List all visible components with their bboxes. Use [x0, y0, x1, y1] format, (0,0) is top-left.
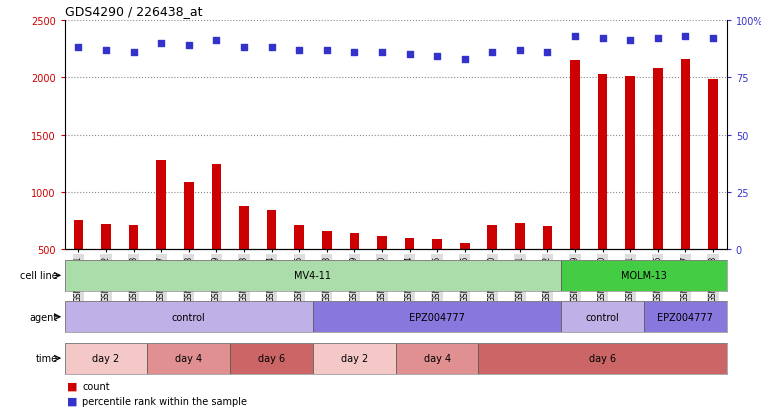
Bar: [680, 59, 690, 307]
Point: [597, 36, 609, 42]
Point: [680, 33, 692, 40]
Text: percentile rank within the sample: percentile rank within the sample: [82, 396, 247, 406]
Bar: [148, 343, 230, 374]
Text: ■: ■: [67, 396, 78, 406]
Text: ■: ■: [67, 381, 78, 391]
Text: day 6: day 6: [258, 353, 285, 363]
Bar: [74, 220, 83, 307]
Point: [376, 50, 388, 56]
Bar: [65, 260, 561, 291]
Point: [514, 47, 526, 54]
Point: [707, 36, 719, 42]
Text: time: time: [36, 353, 58, 363]
Bar: [230, 343, 313, 374]
Point: [266, 45, 278, 52]
Bar: [598, 74, 607, 307]
Point: [541, 50, 553, 56]
Bar: [561, 260, 727, 291]
Point: [403, 52, 416, 58]
Text: day 6: day 6: [589, 353, 616, 363]
Bar: [460, 243, 470, 307]
Text: MOLM-13: MOLM-13: [621, 271, 667, 281]
Bar: [377, 236, 387, 307]
Point: [651, 36, 664, 42]
Point: [320, 47, 333, 54]
Bar: [295, 226, 304, 307]
Point: [459, 56, 471, 63]
Text: MV4-11: MV4-11: [295, 271, 332, 281]
Point: [100, 47, 112, 54]
Bar: [65, 343, 148, 374]
Text: agent: agent: [30, 312, 58, 322]
Bar: [322, 232, 332, 307]
Bar: [212, 165, 221, 307]
Text: day 2: day 2: [92, 353, 119, 363]
Bar: [626, 77, 635, 307]
Bar: [267, 211, 276, 307]
Bar: [488, 226, 497, 307]
Bar: [479, 343, 727, 374]
Point: [183, 43, 195, 49]
Point: [210, 38, 222, 45]
Text: EPZ004777: EPZ004777: [658, 312, 713, 322]
Point: [238, 45, 250, 52]
Bar: [184, 182, 193, 307]
Bar: [313, 343, 396, 374]
Text: EPZ004777: EPZ004777: [409, 312, 465, 322]
Bar: [101, 224, 111, 307]
Point: [128, 50, 140, 56]
Bar: [396, 343, 479, 374]
Bar: [570, 61, 580, 307]
Text: cell line: cell line: [21, 271, 58, 281]
Point: [293, 47, 305, 54]
Bar: [313, 301, 561, 332]
Bar: [543, 227, 552, 307]
Point: [431, 54, 443, 61]
Point: [624, 38, 636, 45]
Bar: [432, 240, 442, 307]
Bar: [157, 161, 166, 307]
Bar: [239, 206, 249, 307]
Bar: [405, 238, 414, 307]
Bar: [561, 301, 644, 332]
Text: GDS4290 / 226438_at: GDS4290 / 226438_at: [65, 5, 202, 18]
Text: day 4: day 4: [175, 353, 202, 363]
Bar: [653, 69, 663, 307]
Bar: [129, 226, 139, 307]
Bar: [349, 234, 359, 307]
Text: control: control: [172, 312, 205, 322]
Text: control: control: [586, 312, 619, 322]
Bar: [515, 223, 524, 307]
Bar: [708, 80, 718, 307]
Point: [155, 40, 167, 47]
Point: [349, 50, 361, 56]
Text: day 4: day 4: [424, 353, 451, 363]
Point: [72, 45, 84, 52]
Point: [569, 33, 581, 40]
Bar: [644, 301, 727, 332]
Text: day 2: day 2: [341, 353, 368, 363]
Text: count: count: [82, 381, 110, 391]
Point: [486, 50, 498, 56]
Bar: [65, 301, 313, 332]
